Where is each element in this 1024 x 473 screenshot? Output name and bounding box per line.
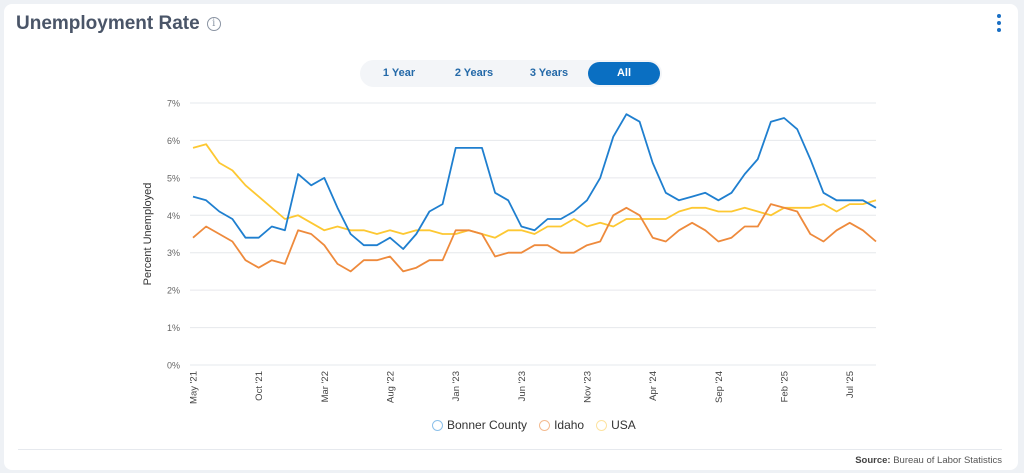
y-tick-label: 0% [167, 361, 180, 371]
x-tick-label: Apr '24 [648, 371, 659, 401]
x-tick-label: Sep '24 [714, 371, 725, 403]
x-tick-label: May '21 [189, 371, 200, 404]
y-tick-label: 6% [167, 136, 180, 146]
y-tick-label: 4% [167, 211, 180, 221]
x-tick-label: Jun '23 [517, 371, 528, 401]
x-tick-label: Oct '21 [254, 371, 265, 401]
y-tick-label: 7% [167, 99, 180, 109]
range-1-year[interactable]: 1 Year [382, 67, 416, 79]
series-line-usa [192, 143, 877, 239]
footer-divider [18, 449, 1002, 450]
legend-marker-icon [539, 419, 551, 431]
x-tick-label: Jul '25 [845, 371, 856, 398]
legend-label: Idaho [554, 418, 585, 432]
legend-label: Bonner County [447, 418, 528, 432]
series-line-bonner-county [192, 113, 877, 250]
x-tick-label: Feb '25 [780, 371, 791, 402]
legend-label: USA [611, 418, 636, 432]
y-tick-label: 5% [167, 173, 180, 183]
x-tick-label: Jan '23 [451, 371, 462, 401]
y-tick-label: 3% [167, 248, 180, 258]
y-axis-title: Percent Unemployed [142, 183, 154, 286]
legend-marker-icon [596, 419, 608, 431]
range-all[interactable]: All [588, 62, 660, 85]
range-toggle: 1 Year 2 Years 3 Years All [360, 60, 662, 87]
info-icon[interactable]: i [206, 17, 221, 31]
legend: Bonner County Idaho USA [432, 418, 636, 432]
legend-marker-icon [432, 419, 443, 431]
x-tick-label: Nov '23 [583, 371, 594, 403]
source-value: Bureau of Labor Statistics [893, 455, 1002, 466]
series-line-idaho [192, 203, 877, 273]
kebab-menu-icon[interactable] [996, 14, 1002, 35]
x-tick-label: Aug '22 [386, 371, 397, 403]
legend-item-bonner-county[interactable]: Bonner County [432, 418, 527, 432]
y-tick-label: 1% [167, 323, 180, 333]
x-tick-label: Mar '22 [320, 371, 331, 402]
range-3-years[interactable]: 3 Years [529, 67, 569, 79]
card-header: Unemployment Rate i [16, 13, 221, 35]
legend-item-idaho[interactable]: Idaho [539, 418, 584, 432]
y-tick-label: 2% [167, 286, 180, 296]
source-label: Source: [855, 455, 891, 466]
range-2-years[interactable]: 2 Years [454, 67, 494, 79]
legend-item-usa[interactable]: USA [596, 418, 636, 432]
source-note: Source: Bureau of Labor Statistics [855, 455, 1002, 466]
card-title: Unemployment Rate [16, 13, 200, 34]
